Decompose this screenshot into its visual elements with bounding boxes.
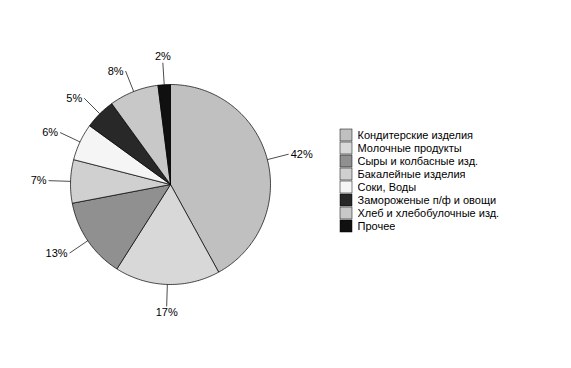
svg-text:2%: 2%: [155, 50, 171, 62]
html-text:Сыры и колбасные изд.: Сыры и колбасные изд.: [357, 155, 479, 168]
html-text:Кондитерские изделия: Кондитерские изделия: [357, 129, 474, 142]
svg-text:5%: 5%: [66, 92, 82, 104]
html-text:Молочные продукты: Молочные продукты: [357, 142, 462, 155]
svg-text:17%: 17%: [156, 306, 178, 318]
html-text:Замороженые п/ф и овощи: Замороженые п/ф и овощи: [357, 194, 497, 207]
html-text:Прочее: Прочее: [357, 220, 396, 233]
html-text:Бакалейные изделия: Бакалейные изделия: [357, 168, 466, 181]
svg-text:7%: 7%: [31, 174, 47, 186]
html-text:Хлеб и хлебобулочные изд.: Хлеб и хлебобулочные изд.: [357, 207, 500, 220]
svg-text:6%: 6%: [42, 126, 58, 138]
html-text:Соки, Воды: Соки, Воды: [357, 181, 417, 194]
svg-text:42%: 42%: [291, 148, 313, 160]
svg-text:13%: 13%: [46, 247, 68, 259]
svg-text:8%: 8%: [108, 65, 124, 77]
